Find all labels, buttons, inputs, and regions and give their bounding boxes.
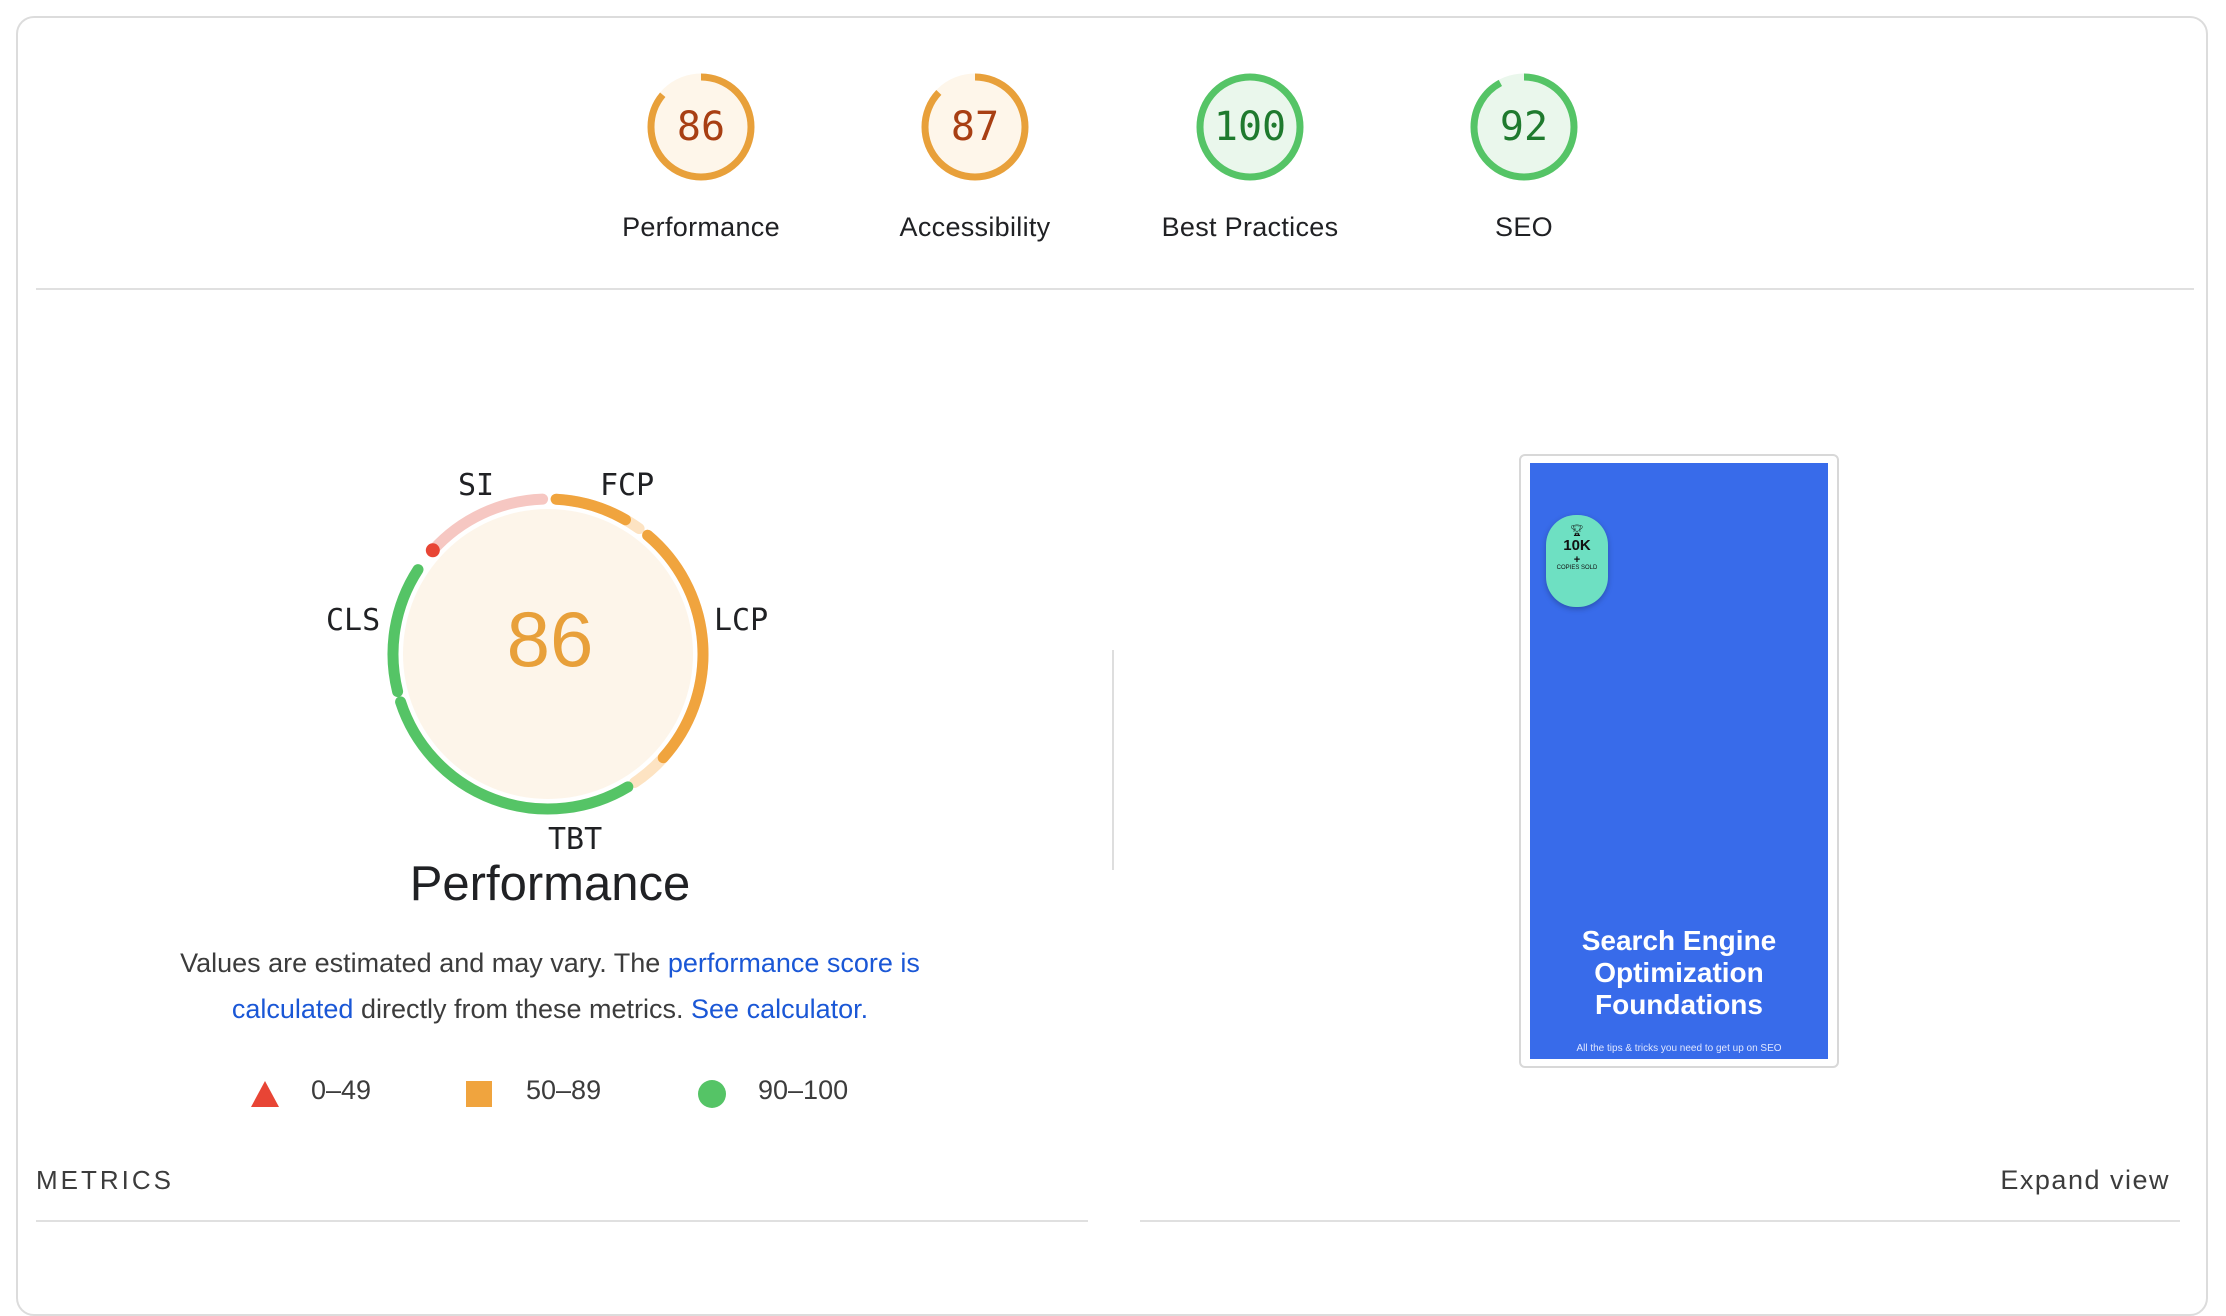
- gauge-label[interactable]: Best Practices: [1161, 212, 1339, 242]
- badge-caption: COPIES SOLD: [1556, 565, 1598, 571]
- metrics-heading: METRICS: [36, 1165, 174, 1195]
- pass-circle-icon: [698, 1080, 726, 1108]
- category-gauge-best-practices[interactable]: 100: [1195, 72, 1305, 182]
- category-gauge-accessibility[interactable]: 87: [920, 72, 1030, 182]
- performance-gauge: [387, 493, 709, 815]
- si-marker: [425, 543, 440, 558]
- performance-description: Values are estimated and may vary. The p…: [120, 940, 980, 1032]
- copies-sold-badge: 🏆︎ 10K + COPIES SOLD: [1546, 515, 1608, 607]
- screenshot-subtitle: All the tips & tricks you need to get up…: [1576, 1043, 1782, 1054]
- metric-label-tbt: TBT: [548, 822, 603, 857]
- gauge-ring: [1196, 73, 1304, 181]
- gauge-score: 92: [1499, 104, 1549, 150]
- gauge-background: [403, 509, 693, 799]
- category-gauge-seo[interactable]: 92: [1469, 72, 1579, 182]
- gauge-score: 100: [1213, 104, 1287, 150]
- expand-view-button[interactable]: Expand view: [2000, 1165, 2170, 1195]
- metrics-divider-left: [36, 1220, 1088, 1222]
- average-square-icon: [466, 1081, 492, 1107]
- top-divider: [36, 288, 2194, 290]
- fcp-arc: [550, 493, 631, 526]
- see-calculator-link[interactable]: See calculator.: [691, 994, 869, 1024]
- column-divider: [1112, 650, 1114, 870]
- fail-triangle-icon: [251, 1081, 279, 1107]
- badge-count: 10K: [1563, 537, 1591, 554]
- gauge-ring: [921, 73, 1029, 181]
- gauge-label[interactable]: Accessibility: [899, 212, 1051, 242]
- metric-label-fcp: FCP: [600, 468, 655, 503]
- tbt-arc: [395, 696, 634, 815]
- metric-label-cls: CLS: [326, 603, 381, 638]
- cls-arc: [387, 564, 424, 697]
- category-gauge-performance[interactable]: 86: [646, 72, 756, 182]
- performance-title: Performance: [409, 857, 691, 911]
- metric-label-lcp: LCP: [714, 603, 769, 638]
- gauge-score: 86: [676, 104, 726, 150]
- screenshot-title: Search Engine Optimization Foundations: [1581, 925, 1777, 1020]
- page-screenshot: 🏆︎ 10K + COPIES SOLD Search Engine Optim…: [1530, 463, 1828, 1059]
- metric-label-si: SI: [458, 468, 495, 503]
- legend-range-average: 50–89: [526, 1075, 602, 1105]
- score-calculation-link[interactable]: performance score is calculated: [231, 948, 920, 1024]
- legend-range-fail: 0–49: [311, 1075, 372, 1105]
- gauge-score: 87: [950, 104, 1000, 150]
- description-text: directly from these metrics.: [353, 994, 692, 1024]
- lcp-arc: [642, 529, 709, 764]
- description-text: Values are estimated and may vary. The: [180, 948, 668, 978]
- gauge-ring: [647, 73, 755, 181]
- metrics-divider-right: [1140, 1220, 2180, 1222]
- legend-range-pass: 90–100: [758, 1075, 849, 1105]
- performance-score: 86: [506, 595, 594, 683]
- si-track: [427, 493, 549, 556]
- gauge-label[interactable]: SEO: [1495, 212, 1553, 242]
- gauge-label[interactable]: Performance: [622, 212, 780, 242]
- gauge-ring: [1470, 73, 1578, 181]
- trophy-icon: 🏆︎: [1570, 525, 1584, 537]
- badge-plus: +: [1573, 554, 1581, 566]
